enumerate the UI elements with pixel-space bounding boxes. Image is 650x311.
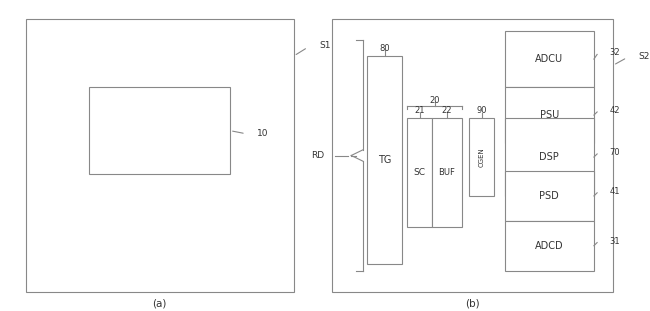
Text: PSD: PSD — [540, 191, 559, 201]
Text: CGEN: CGEN — [478, 147, 484, 167]
Text: ADCD: ADCD — [535, 241, 564, 251]
Bar — [367, 56, 402, 264]
Text: SC: SC — [413, 168, 426, 177]
Text: TG: TG — [378, 155, 391, 165]
Text: 80: 80 — [380, 44, 390, 53]
Text: 22: 22 — [442, 106, 452, 115]
Text: (b): (b) — [465, 298, 480, 308]
Bar — [90, 87, 230, 174]
Text: 31: 31 — [609, 237, 620, 245]
Text: (a): (a) — [153, 298, 167, 308]
Text: 20: 20 — [430, 96, 440, 104]
Text: PSU: PSU — [540, 110, 559, 120]
Text: RD: RD — [311, 151, 324, 160]
Text: 21: 21 — [414, 106, 425, 115]
Bar — [504, 171, 594, 221]
Text: 10: 10 — [257, 129, 269, 138]
Bar — [408, 118, 432, 227]
Text: S1: S1 — [319, 41, 331, 50]
Bar — [469, 118, 493, 196]
Text: DSP: DSP — [540, 152, 559, 162]
Text: S2: S2 — [638, 52, 650, 61]
Text: 32: 32 — [609, 49, 620, 57]
Bar — [332, 19, 613, 292]
Text: BUF: BUF — [439, 168, 456, 177]
Text: 70: 70 — [609, 148, 620, 157]
Bar — [504, 31, 594, 87]
Bar — [25, 19, 294, 292]
Text: 90: 90 — [476, 106, 487, 115]
Bar — [504, 87, 594, 143]
Bar — [504, 118, 594, 196]
Bar — [504, 221, 594, 271]
Text: 41: 41 — [609, 187, 619, 196]
Text: ADCU: ADCU — [535, 54, 564, 64]
Bar — [432, 118, 462, 227]
Text: 42: 42 — [609, 106, 619, 115]
